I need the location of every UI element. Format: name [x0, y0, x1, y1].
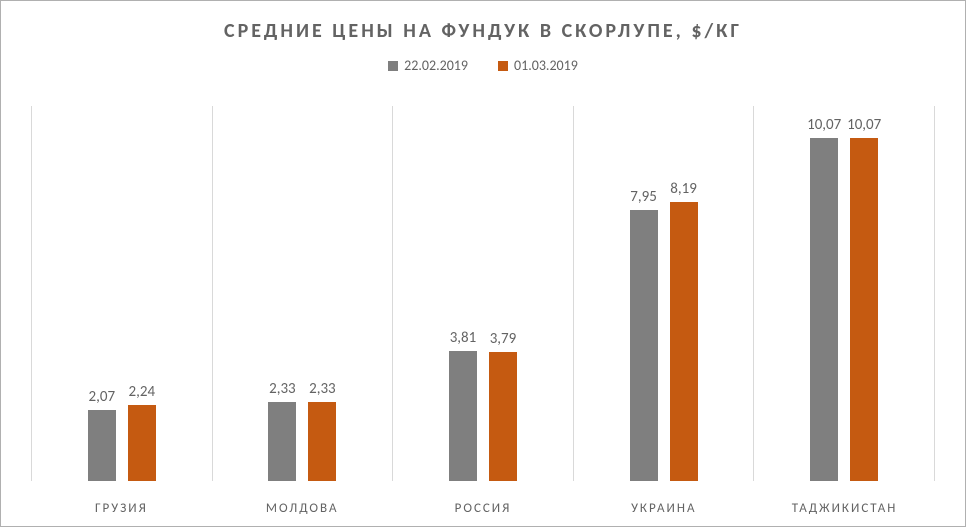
bar-group: 7,95 8,19 [573, 106, 754, 481]
value-label: 10,07 [807, 116, 841, 134]
bar-wrap: 2,07 [88, 106, 116, 481]
value-label: 2,33 [269, 380, 296, 398]
x-label: ГРУЗИЯ [31, 501, 212, 516]
legend-item-1: 01.03.2019 [498, 57, 578, 74]
bar-group: 3,81 3,79 [392, 106, 573, 481]
x-label: МОЛДОВА [212, 501, 393, 516]
value-label: 2,33 [309, 380, 336, 398]
value-label: 2,07 [89, 388, 116, 406]
bar [268, 402, 296, 481]
bar [630, 210, 658, 481]
value-label: 10,07 [847, 116, 881, 134]
bar-wrap: 2,24 [128, 106, 156, 481]
plot-area: 2,072,242,332,333,813,797,958,1910,0710,… [31, 106, 935, 481]
legend-swatch-0 [388, 61, 398, 71]
bar-wrap: 10,07 [810, 106, 838, 481]
bar-wrap: 8,19 [670, 106, 698, 481]
value-label: 7,95 [630, 188, 657, 206]
bar [449, 351, 477, 481]
bar-group: 10,07 10,07 [753, 106, 935, 481]
legend-item-0: 22.02.2019 [388, 57, 468, 74]
bar-wrap: 10,07 [850, 106, 878, 481]
chart-legend: 22.02.2019 01.03.2019 [1, 57, 965, 74]
x-label: ТАДЖИКИСТАН [754, 501, 935, 516]
bar [308, 402, 336, 481]
bar-group: 2,33 2,33 [212, 106, 393, 481]
bar-wrap: 3,81 [449, 106, 477, 481]
x-axis-labels: ГРУЗИЯМОЛДОВАРОССИЯУКРАИНАТАДЖИКИСТАН [31, 501, 935, 516]
legend-swatch-1 [498, 61, 508, 71]
value-label: 3,79 [490, 330, 517, 348]
chart-title: СРЕДНИЕ ЦЕНЫ НА ФУНДУК В СКОРЛУПЕ, $/КГ [1, 19, 965, 43]
bar [810, 138, 838, 481]
legend-label-0: 22.02.2019 [404, 57, 468, 74]
bar [128, 405, 156, 481]
legend-label-1: 01.03.2019 [514, 57, 578, 74]
bar-wrap: 7,95 [630, 106, 658, 481]
bar-wrap: 2,33 [268, 106, 296, 481]
value-label: 3,81 [450, 329, 477, 347]
x-label: УКРАИНА [573, 501, 754, 516]
bar [850, 138, 878, 481]
value-label: 2,24 [129, 383, 156, 401]
chart-container: СРЕДНИЕ ЦЕНЫ НА ФУНДУК В СКОРЛУПЕ, $/КГ … [0, 0, 966, 527]
bar [88, 410, 116, 481]
bar-wrap: 2,33 [308, 106, 336, 481]
x-label: РОССИЯ [393, 501, 574, 516]
bar-group: 2,07 2,24 [31, 106, 212, 481]
bar [670, 202, 698, 481]
bar-wrap: 3,79 [489, 106, 517, 481]
value-label: 8,19 [670, 180, 697, 198]
bar [489, 352, 517, 481]
